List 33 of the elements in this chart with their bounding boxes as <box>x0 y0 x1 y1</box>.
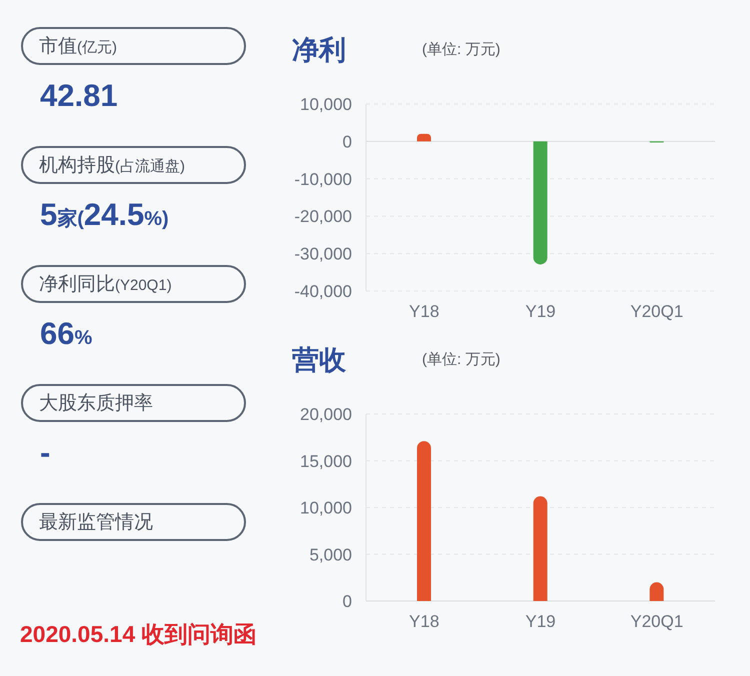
rounded-label-box: 大股东质押率 <box>21 384 246 422</box>
text: 5家(24.5%) <box>40 197 169 232</box>
y-tick-label: -20,000 <box>294 207 352 226</box>
chart-subtitle: (单位: 万元) <box>422 350 500 370</box>
text: - <box>40 435 50 470</box>
y-tick-label: 10,000 <box>300 498 352 518</box>
y-tick-label: -40,000 <box>294 282 352 302</box>
x-tick-label: Y20Q1 <box>630 612 684 632</box>
rounded-label-box: 机构持股(占流通盘) <box>21 146 246 184</box>
chart-title: 净利 <box>292 35 346 65</box>
rounded-label-box: 净利同比(Y20Q1) <box>21 265 246 303</box>
text: 66% <box>40 316 92 351</box>
bar <box>417 441 431 601</box>
x-tick-label: Y20Q1 <box>630 302 684 322</box>
y-tick-label: 5,000 <box>309 545 352 564</box>
x-tick-label: Y19 <box>525 612 556 632</box>
bar <box>533 496 548 601</box>
y-tick-label: -30,000 <box>294 244 352 264</box>
y-tick-label: 20,000 <box>300 405 352 424</box>
y-tick-label: 0 <box>342 132 352 152</box>
x-tick-label: Y18 <box>409 302 440 322</box>
text: 2020.05.14 收到问询函 <box>20 620 257 649</box>
chart-subtitle: (单位: 万元) <box>422 40 500 60</box>
y-tick-label: -10,000 <box>294 170 352 189</box>
y-tick-label: 0 <box>342 592 352 612</box>
rounded-label-box: 市值(亿元) <box>21 27 246 65</box>
chart-title: 营收 <box>292 345 346 375</box>
x-tick-label: Y19 <box>525 302 556 322</box>
x-tick-label: Y18 <box>409 612 440 632</box>
y-tick-label: 15,000 <box>300 452 352 471</box>
rounded-label-box: 最新监管情况 <box>21 503 246 541</box>
y-tick-label: 10,000 <box>300 95 352 114</box>
text: 42.81 <box>40 78 118 113</box>
